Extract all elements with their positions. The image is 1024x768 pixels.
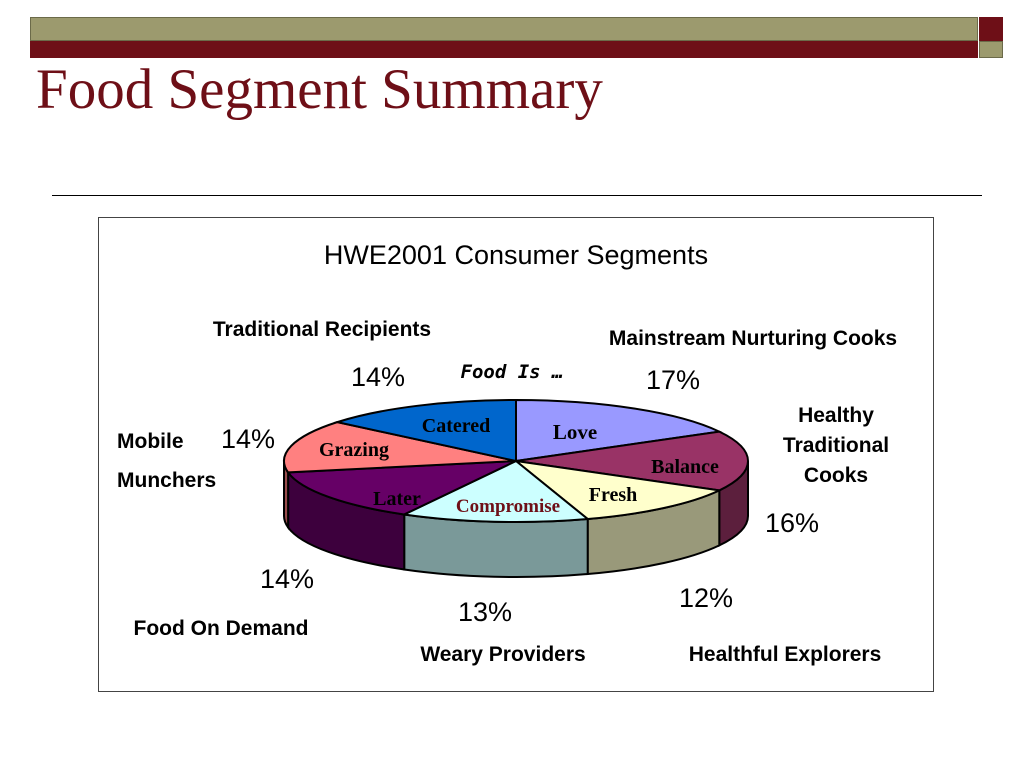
segment-name-label: Traditional Recipients xyxy=(213,318,431,341)
segment-name-label: Mobile Munchers xyxy=(117,430,216,492)
segment-name-label: Weary Providers xyxy=(420,643,585,666)
chart-title: HWE2001 Consumer Segments xyxy=(324,240,708,270)
slice-value-label: 12% xyxy=(679,583,733,613)
slice-inner-label: Later xyxy=(373,488,421,510)
center-label: Food Is … xyxy=(461,361,564,383)
pie-slice-4 xyxy=(400,459,591,523)
slice-inner-label: Grazing xyxy=(319,439,389,461)
header-bar-olive xyxy=(30,17,978,41)
slice-value-label: 14% xyxy=(260,564,314,594)
segment-name-label: Food On Demand xyxy=(134,617,309,640)
pie-slice-6 xyxy=(283,421,517,474)
slice-inner-label: Love xyxy=(553,420,597,444)
pie-labels: Love Balance Fresh Compromise Later Grazing Ca… xyxy=(117,318,897,666)
segment-name-label: Mainstream Nurturing Cooks xyxy=(609,327,897,350)
slice-value-label: 13% xyxy=(458,597,512,627)
slice-value-label: 16% xyxy=(765,508,819,538)
slice-value-label: 17% xyxy=(646,365,700,395)
title-divider xyxy=(52,195,982,196)
pie-slice-2 xyxy=(515,430,749,492)
pie-slice-7 xyxy=(333,398,517,463)
slice-inner-label: Fresh xyxy=(589,484,638,506)
pie-slice-5 xyxy=(286,460,517,516)
segment-name-label: Healthful Explorers xyxy=(689,643,882,666)
pie-sides xyxy=(283,460,749,578)
pie-slices xyxy=(283,398,749,523)
slice-inner-label: Compromise xyxy=(456,496,560,517)
slice-inner-label: Catered xyxy=(422,415,491,437)
chart-frame xyxy=(98,217,934,692)
slice-inner-label: Balance xyxy=(651,456,719,478)
slide-title: Food Segment Summary xyxy=(36,58,603,121)
pie-slice-1 xyxy=(515,398,723,463)
pie-slice-3 xyxy=(512,459,723,521)
segment-name-label: Healthy Traditional Cooks xyxy=(783,404,889,487)
slice-value-label: 14% xyxy=(221,424,275,454)
pie-side-4 xyxy=(403,513,589,578)
header-bar-maroon xyxy=(30,41,978,58)
slice-value-label: 14% xyxy=(351,362,405,392)
header-square-maroon xyxy=(979,17,1003,41)
header-square-olive xyxy=(979,41,1003,58)
